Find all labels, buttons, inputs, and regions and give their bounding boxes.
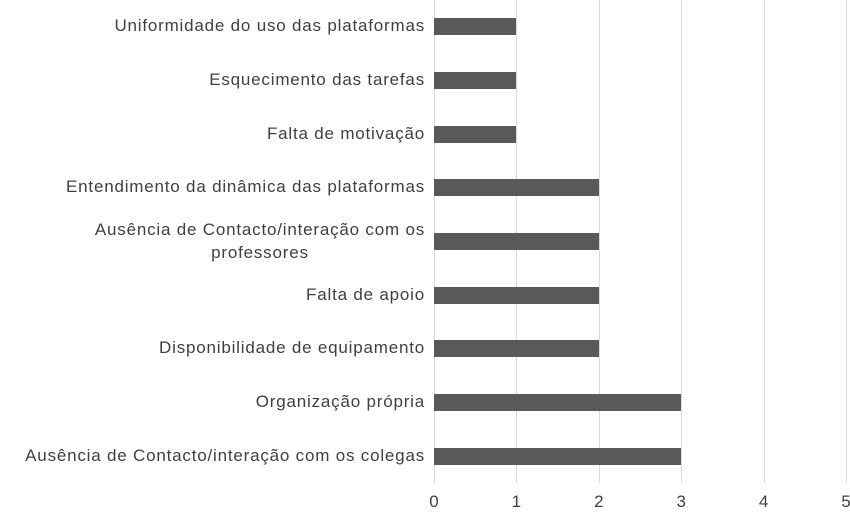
bar bbox=[434, 394, 682, 412]
bar-series bbox=[434, 0, 846, 483]
category-label: Falta de motivação bbox=[266, 123, 425, 143]
plot-area bbox=[434, 0, 847, 483]
category-label-row: Organização própria bbox=[0, 376, 434, 430]
gridline bbox=[846, 0, 847, 483]
category-label: Ausência de Contacto/interação com os pr… bbox=[94, 219, 425, 262]
gridline bbox=[681, 0, 683, 483]
category-label: Falta de apoio bbox=[306, 284, 425, 304]
category-axis: Uniformidade do uso das plataformas Esque… bbox=[0, 0, 434, 483]
category-label-row: Disponibilidade de equipamento bbox=[0, 322, 434, 376]
category-label-row: Falta de apoio bbox=[0, 268, 434, 322]
bar-row bbox=[434, 215, 846, 269]
bar-row bbox=[434, 268, 846, 322]
x-tick-label: 5 bbox=[841, 492, 850, 511]
category-label: Esquecimento das tarefas bbox=[209, 70, 425, 90]
bar-row bbox=[434, 429, 846, 483]
bar-row bbox=[434, 0, 846, 54]
bar bbox=[434, 286, 599, 304]
category-label-row: Falta de motivação bbox=[0, 107, 434, 161]
x-tick-label: 0 bbox=[429, 492, 439, 511]
category-label-row: Ausência de Contacto/interação com os pr… bbox=[0, 215, 434, 269]
category-label-row: Entendimento da dinâmica das plataformas bbox=[0, 161, 434, 215]
category-label: Disponibilidade de equipamento bbox=[159, 338, 425, 358]
x-tick-label: 2 bbox=[594, 492, 604, 511]
bar-row bbox=[434, 107, 846, 161]
bar bbox=[434, 72, 517, 89]
category-label-row: Uniformidade do uso das plataformas bbox=[0, 0, 434, 54]
bar bbox=[434, 233, 599, 251]
category-label: Entendimento da dinâmica das plataformas bbox=[66, 177, 425, 197]
category-label-row: Ausência de Contacto/interação com os co… bbox=[0, 429, 434, 483]
category-label: Organização própria bbox=[255, 392, 425, 412]
bar bbox=[434, 340, 599, 358]
gridline bbox=[763, 0, 765, 483]
bar bbox=[434, 447, 682, 465]
category-label: Ausência de Contacto/interação com os co… bbox=[25, 445, 425, 465]
x-tick-label: 1 bbox=[511, 492, 522, 511]
bar-row bbox=[434, 161, 846, 215]
bar bbox=[434, 18, 517, 36]
x-axis: 0 1 2 3 4 5 bbox=[0, 483, 850, 519]
x-tick-label: 3 bbox=[676, 492, 686, 511]
bar-row bbox=[434, 376, 846, 430]
bar bbox=[434, 179, 599, 197]
bar bbox=[434, 125, 517, 143]
gridline bbox=[598, 0, 600, 483]
category-label-row: Esquecimento das tarefas bbox=[0, 54, 434, 108]
bar-row bbox=[434, 54, 846, 108]
bar-row bbox=[434, 322, 846, 376]
x-tick-label: 4 bbox=[758, 492, 769, 511]
category-label: Uniformidade do uso das plataformas bbox=[114, 16, 425, 36]
